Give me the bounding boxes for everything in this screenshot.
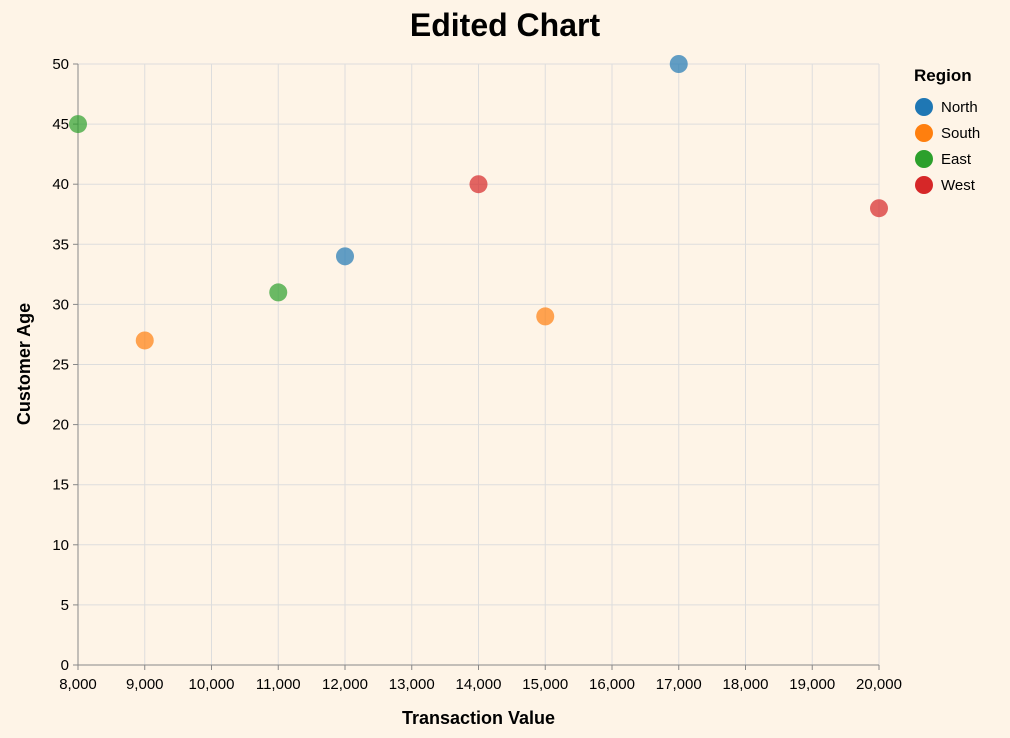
y-tick-label: 30 <box>52 296 69 313</box>
x-tick-label: 15,000 <box>522 676 568 693</box>
legend: Region North South East West <box>914 66 980 194</box>
data-point-east[interactable] <box>269 283 288 302</box>
grid <box>77 63 880 666</box>
axes: 8,000 9,000 10,000 11,000 12,000 13,000 14,000… <box>52 56 902 693</box>
x-tick-label: 9,000 <box>126 676 164 693</box>
data-point-north[interactable] <box>336 247 354 266</box>
y-tick-label: 35 <box>52 236 69 253</box>
data-point-south[interactable] <box>536 307 555 326</box>
x-tick-label: 16,000 <box>589 676 635 693</box>
x-tick-label: 8,000 <box>59 676 97 693</box>
y-tick-label: 20 <box>52 417 69 434</box>
data-point-west[interactable] <box>870 199 888 218</box>
y-tick-label: 25 <box>52 357 69 374</box>
y-tick-label: 5 <box>61 597 69 614</box>
x-tick-label: 14,000 <box>456 676 502 693</box>
x-tick-label: 17,000 <box>656 676 702 693</box>
x-tick-label: 20,000 <box>856 676 902 693</box>
data-points <box>69 55 888 350</box>
x-tick-label: 18,000 <box>723 676 769 693</box>
y-axis-title: Customer Age <box>14 303 34 425</box>
x-tick-label: 19,000 <box>789 676 835 693</box>
x-axis-title: Transaction Value <box>402 708 555 728</box>
legend-label-west[interactable]: West <box>941 177 976 194</box>
x-tick-label: 12,000 <box>322 676 368 693</box>
legend-title: Region <box>914 66 972 85</box>
y-tick-label: 45 <box>52 116 69 133</box>
y-tick-label: 40 <box>52 176 69 193</box>
data-point-south[interactable] <box>135 331 154 350</box>
y-tick-label: 0 <box>61 657 69 674</box>
data-point-east[interactable] <box>69 115 87 134</box>
x-tick-label: 11,000 <box>256 676 301 693</box>
x-tick-label: 10,000 <box>189 676 235 693</box>
x-tick-label: 13,000 <box>389 676 435 693</box>
y-tick-label: 10 <box>52 537 69 554</box>
legend-symbol-north <box>915 98 933 116</box>
data-point-west[interactable] <box>469 175 488 194</box>
legend-label-east[interactable]: East <box>941 151 972 168</box>
y-tick-label: 50 <box>52 56 69 73</box>
legend-label-north[interactable]: North <box>941 99 978 116</box>
data-point-north[interactable] <box>669 55 688 73</box>
legend-label-south[interactable]: South <box>941 125 980 142</box>
y-tick-label: 15 <box>52 477 69 494</box>
chart-title: Edited Chart <box>410 7 601 43</box>
legend-symbol-south <box>915 124 933 142</box>
legend-symbol-east <box>915 150 933 168</box>
legend-symbol-west <box>915 176 933 194</box>
